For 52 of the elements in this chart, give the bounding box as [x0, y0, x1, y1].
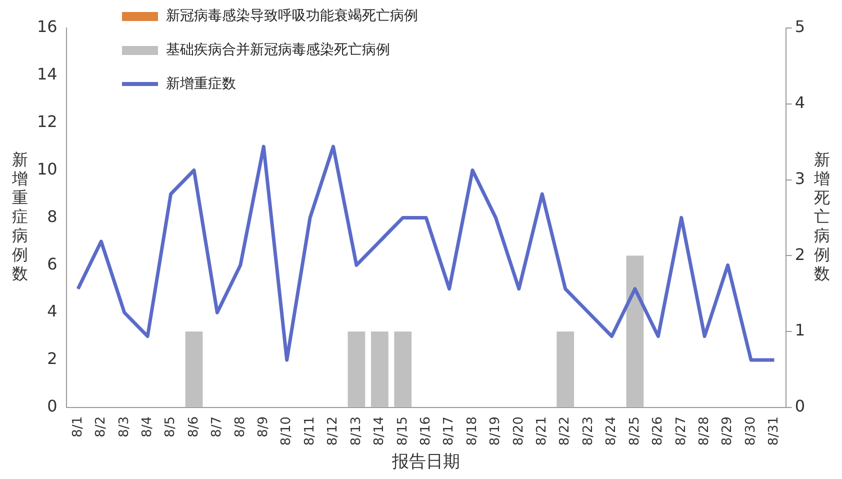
x-tick-label: 8/22 — [558, 416, 573, 446]
y-tick-label: 2 — [47, 349, 58, 368]
x-tick-label: 8/10 — [279, 416, 294, 446]
y-tick-label: 14 — [37, 64, 58, 84]
x-tick-label: 8/31 — [766, 416, 782, 446]
x-tick-label: 8/23 — [580, 416, 596, 446]
x-tick-label: 8/29 — [720, 416, 736, 446]
legend-label: 新增重症数 — [166, 75, 236, 93]
x-tick-label: 8/13 — [348, 416, 364, 446]
legend-label: 基础疾病合并新冠病毒感染死亡病例 — [166, 41, 390, 59]
x-tick-label: 8/18 — [464, 416, 480, 446]
x-tick-label: 8/28 — [696, 416, 712, 446]
x-tick-label: 8/27 — [674, 416, 689, 446]
y2-tick-label: 5 — [794, 17, 806, 36]
x-tick-label: 8/12 — [326, 416, 341, 446]
x-tick-label: 8/11 — [302, 416, 318, 446]
x-tick-label: 8/5 — [163, 416, 178, 438]
x-tick-label: 8/21 — [534, 416, 550, 446]
y2-tick-label: 3 — [794, 168, 806, 188]
x-tick-label: 8/17 — [442, 416, 457, 446]
x-tick-label: 8/20 — [511, 416, 526, 446]
x-tick-label: 8/2 — [94, 416, 109, 438]
x-axis-title: 报告日期 — [391, 452, 460, 472]
y2-tick-label: 2 — [794, 244, 806, 264]
x-tick-label: 8/14 — [372, 416, 388, 446]
y-axis-title: 新增重症病例数 — [11, 150, 28, 283]
x-tick-label: 8/26 — [650, 416, 666, 446]
x-tick-label: 8/15 — [395, 416, 410, 446]
x-tick-label: 8/24 — [604, 416, 620, 446]
x-tick-label: 8/25 — [627, 416, 642, 446]
x-tick-label: 8/9 — [256, 416, 272, 438]
y-tick-label: 10 — [37, 159, 58, 178]
x-tick-label: 8/4 — [140, 416, 155, 438]
x-tick-label: 8/8 — [232, 416, 248, 438]
x-tick-label: 8/6 — [186, 416, 202, 438]
y2-tick-label: 4 — [794, 93, 806, 112]
y2-tick-label: 1 — [794, 320, 806, 340]
y2-axis-title: 新增死亡病例数 — [813, 150, 830, 283]
y-tick-label: 4 — [47, 302, 58, 321]
y-tick-label: 12 — [37, 112, 58, 132]
y-tick-label: 6 — [47, 254, 58, 274]
y-tick-label: 0 — [47, 396, 58, 416]
y-tick-label: 16 — [37, 17, 58, 36]
x-tick-label: 8/3 — [116, 416, 132, 438]
y-tick-label: 8 — [47, 206, 58, 226]
x-tick-label: 8/1 — [70, 416, 86, 438]
x-tick-label: 8/7 — [210, 416, 225, 438]
x-tick-label: 8/16 — [418, 416, 434, 446]
x-tick-label: 8/30 — [743, 416, 758, 446]
legend-label: 新冠病毒感染导致呼吸功能衰竭死亡病例 — [166, 7, 418, 25]
x-tick-label: 8/19 — [488, 416, 504, 446]
y2-tick-label: 0 — [794, 396, 806, 416]
